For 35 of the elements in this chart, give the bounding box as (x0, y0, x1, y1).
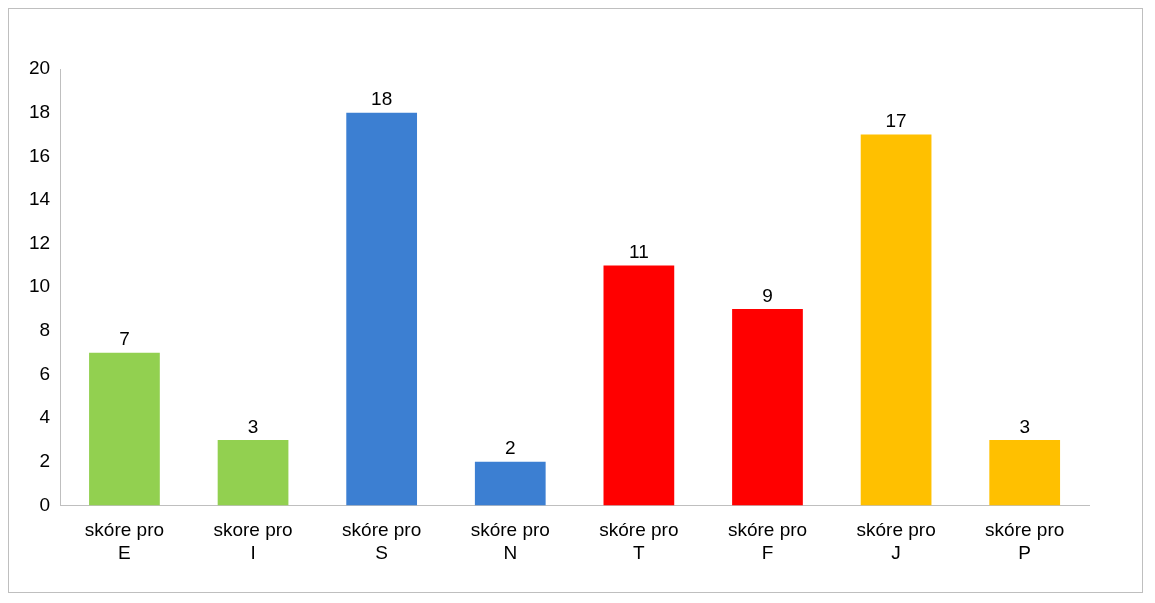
x-tick-label: skóre pro N (470, 519, 550, 563)
y-tick-label: 20 (28, 57, 51, 79)
x-tick-label: skóre pro F (727, 519, 808, 563)
y-tick-label: 10 (28, 275, 51, 297)
data-label: 3 (1019, 415, 1030, 437)
data-label: 7 (119, 328, 130, 350)
bar (89, 352, 160, 506)
data-label: 18 (371, 88, 393, 110)
bar (989, 439, 1061, 506)
y-tick-label: 14 (28, 188, 51, 210)
data-label: 17 (885, 110, 907, 132)
y-tick-label: 6 (39, 362, 51, 384)
data-label: 2 (504, 437, 516, 459)
x-tick-label: skóre pro P (985, 519, 1065, 563)
y-tick-label: 2 (39, 449, 51, 471)
bar (474, 461, 546, 506)
y-tick-label: 18 (28, 100, 51, 122)
x-tick-label: skóre pro S (342, 519, 422, 563)
y-tick-label: 4 (39, 406, 51, 428)
data-label: 11 (629, 241, 649, 263)
x-tick-label: skóre pro J (856, 519, 936, 563)
bar (346, 112, 418, 506)
bar (603, 265, 675, 506)
data-label: 3 (247, 415, 259, 437)
bar (217, 439, 289, 506)
data-label: 9 (762, 284, 773, 306)
y-tick-label: 8 (39, 319, 51, 341)
x-tick-label: skóre pro T (599, 519, 679, 563)
bar (732, 309, 803, 506)
y-tick-label: 16 (28, 144, 51, 166)
x-tick-label: skore pro I (213, 519, 293, 563)
y-tick-label: 12 (28, 231, 51, 253)
bar (860, 134, 932, 506)
x-tick-label: skóre pro E (84, 519, 165, 563)
y-tick-label: 0 (39, 493, 51, 515)
